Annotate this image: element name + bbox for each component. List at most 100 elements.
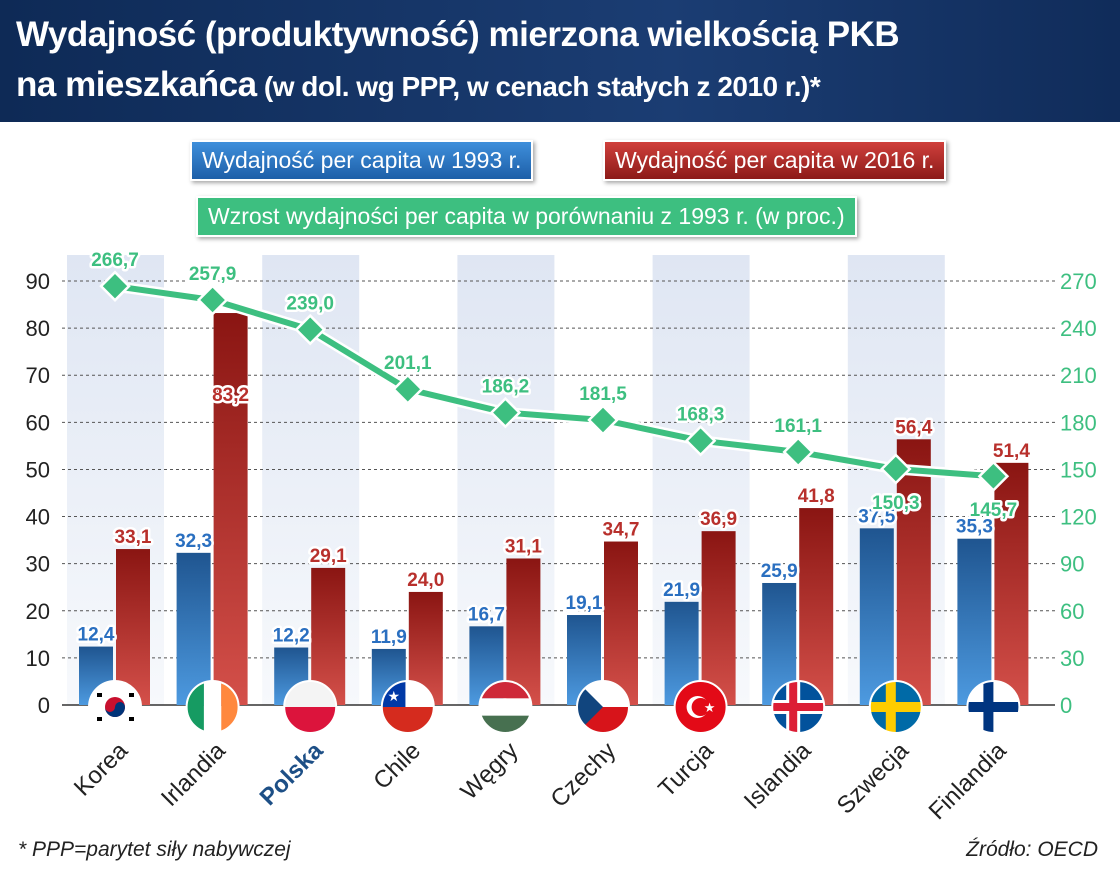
label-2016: 24,0 [407,570,444,591]
bar-2016 [213,313,248,705]
growth-label: 150,3 [872,493,920,514]
flag-border [380,680,435,734]
growth-label: 186,2 [482,377,530,398]
growth-label-halo: 181,5 [579,384,627,405]
label-1993-halo: 12,4 [78,625,115,646]
label-1993: 25,9 [761,561,798,582]
growth-marker [684,424,717,457]
label-2016: 34,7 [603,520,640,541]
growth-label-halo: 257,9 [189,264,237,285]
legend-1993: Wydajność per capita w 1993 r. [190,140,534,181]
flag-part [577,681,603,733]
label-1993-halo: 12,2 [273,626,310,647]
category-label: Korea [69,737,134,802]
category-label: Turcja [653,737,719,803]
growth-label: 201,1 [384,353,432,374]
growth-marker [99,270,131,302]
finland-flag [966,680,1021,734]
flag-border [771,680,826,734]
label-1993-halo: 11,9 [371,627,407,648]
title-line-2-main: na mieszkańca [16,65,257,104]
category-label: Szwecja [832,737,915,820]
label-2016: 51,4 [993,441,1030,462]
left-tick-label: 70 [26,363,50,388]
legend-growth: Wzrost wydajności per capita w porównani… [196,196,857,237]
left-tick-label: 10 [26,646,50,671]
ireland-flag [185,680,240,734]
label-1993-halo: 16,7 [468,604,505,625]
category-label: Czechy [546,737,622,813]
growth-marker [392,373,424,405]
label-1993-halo: 25,9 [761,561,798,582]
growth-label: 161,1 [774,416,822,437]
label-2016-halo: 36,9 [700,509,737,530]
label-2016-halo: 34,7 [603,520,640,541]
poland-flag [283,680,338,734]
left-tick-label: 80 [26,316,50,341]
sweden-flag [868,680,923,734]
right-tick-label: 90 [1060,552,1084,577]
growth-marker [880,453,912,485]
chile-flag: ★ [380,680,435,734]
flag-part [772,703,825,711]
bar-2016 [994,462,1029,705]
bar-1993 [859,528,894,705]
right-tick-label: 240 [1060,316,1097,341]
flag-border [966,680,1021,734]
title-line-1: Wydajność (produktywność) mierzona wielk… [16,15,900,54]
label-2016: 36,9 [700,509,737,530]
label-2016-halo: 51,4 [993,441,1030,462]
flag-part [97,693,102,697]
label-2016-halo: 56,4 [895,417,932,438]
left-tick-label: 0 [38,693,50,718]
source: Źródło: OECD [966,838,1098,861]
label-1993: 32,3 [175,531,212,552]
label-1993: 21,9 [663,580,700,601]
flag-body: ★ [674,681,727,733]
growth-marker [489,396,522,429]
label-1993-halo: 35,3 [956,517,993,538]
flag-border [673,680,728,734]
flag-body [89,681,141,733]
growth-line [114,283,994,480]
flag-part [105,702,125,717]
flag-border [185,680,240,734]
bar-2016 [799,508,834,705]
flag-part [203,681,222,733]
growth-label-halo: 266,7 [91,250,139,271]
legend-2016: Wydajność per capita w 2016 r. [603,140,947,181]
flag-part [284,707,337,733]
right-tick-label: 0 [1060,693,1072,718]
category-label: Islandia [739,737,817,815]
flag-part [129,717,134,721]
bar-2016 [506,558,541,705]
header-banner: Wydajność (produktywność) mierzona wielk… [0,0,1120,122]
growth-label-halo: 201,1 [384,353,432,374]
label-1993: 11,9 [371,627,407,648]
growth-label-halo: 186,2 [482,377,530,398]
right-tick-label: 180 [1060,410,1097,435]
growth-label-halo: 161,1 [774,416,822,437]
label-1993: 35,3 [956,517,993,538]
flag-border [576,680,630,734]
flag-part [381,707,434,733]
left-tick-label: 60 [26,410,50,435]
label-2016: 33,1 [115,527,152,548]
label-2016: 29,1 [310,546,347,567]
left-tick-label: 90 [26,269,50,294]
flag-part [691,698,710,716]
category-label: Chile [368,737,426,795]
flag-border [868,680,923,734]
label-2016-halo: 33,1 [115,527,152,548]
growth-marker [587,404,619,436]
flag-star: ★ [704,700,716,715]
growth-label: 181,5 [579,384,627,405]
bar-1993 [176,552,211,705]
growth-label: 168,3 [677,405,725,426]
growth-label: 266,7 [91,250,139,271]
flag-star: ★ [388,688,401,704]
label-1993-halo: 37,5 [858,506,895,527]
flag-border [283,680,338,734]
south-korea-flag [88,680,142,734]
